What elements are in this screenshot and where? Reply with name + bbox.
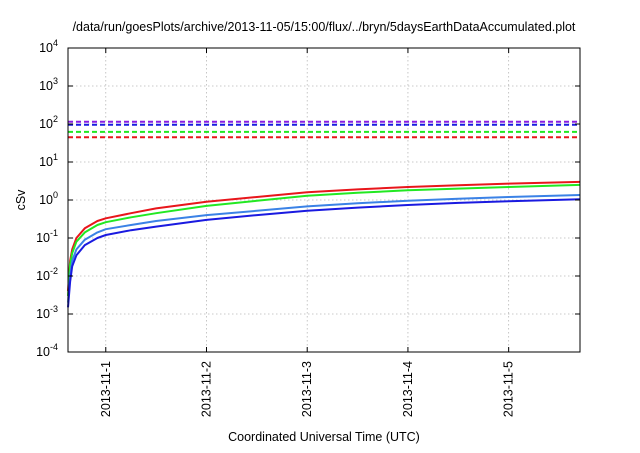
y-tick-exponent: 4	[53, 38, 58, 48]
x-tick-label: 2013-11-1	[99, 361, 113, 417]
y-tick-exponent: 0	[53, 190, 58, 200]
y-tick-label: 10-1	[36, 228, 58, 245]
grid	[68, 48, 580, 352]
series-line-1	[67, 183, 581, 296]
series-line-2	[67, 194, 581, 303]
chart-title: /data/run/goesPlots/archive/2013-11-05/1…	[73, 20, 576, 34]
y-tick-exponent: 3	[53, 76, 58, 86]
y-tick-label: 10-3	[36, 304, 58, 321]
y-tick-exponent: -4	[50, 342, 58, 352]
series-line-0	[67, 180, 581, 292]
y-tick-label: 104	[39, 38, 58, 55]
x-tick-label: 2013-11-2	[199, 361, 213, 417]
y-tick-label: 10-2	[36, 266, 58, 283]
y-tick-label: 101	[39, 152, 58, 169]
y-tick-base: 10	[39, 155, 53, 169]
y-tick-base: 10	[36, 345, 50, 359]
y-tick-base: 10	[36, 307, 50, 321]
y-tick-base: 10	[36, 231, 50, 245]
y-tick-exponent: 2	[53, 114, 58, 124]
y-tick-label: 10-4	[36, 342, 58, 359]
y-tick-base: 10	[39, 117, 53, 131]
y-tick-label: 103	[39, 76, 58, 93]
series-line-3	[67, 198, 581, 308]
y-tick-label: 102	[39, 114, 58, 131]
y-tick-label: 100	[39, 190, 58, 207]
y-tick-exponent: -1	[50, 228, 58, 238]
x-axis-label: Coordinated Universal Time (UTC)	[228, 430, 420, 444]
y-tick-base: 10	[39, 193, 53, 207]
x-tick-label: 2013-11-4	[401, 361, 415, 417]
x-tick-label: 2013-11-3	[300, 361, 314, 417]
x-tick-label: 2013-11-5	[502, 361, 516, 417]
y-tick-base: 10	[36, 269, 50, 283]
y-tick-exponent: -3	[50, 304, 58, 314]
series-layer	[67, 120, 581, 308]
y-tick-exponent: -2	[50, 266, 58, 276]
y-axis-label: cSv	[14, 189, 28, 211]
x-axis-ticks: 2013-11-1 2013-11-2 2013-11-3 2013-11-4 2013…	[99, 48, 516, 417]
y-tick-base: 10	[39, 41, 53, 55]
y-tick-exponent: 1	[53, 152, 58, 162]
y-tick-base: 10	[39, 79, 53, 93]
